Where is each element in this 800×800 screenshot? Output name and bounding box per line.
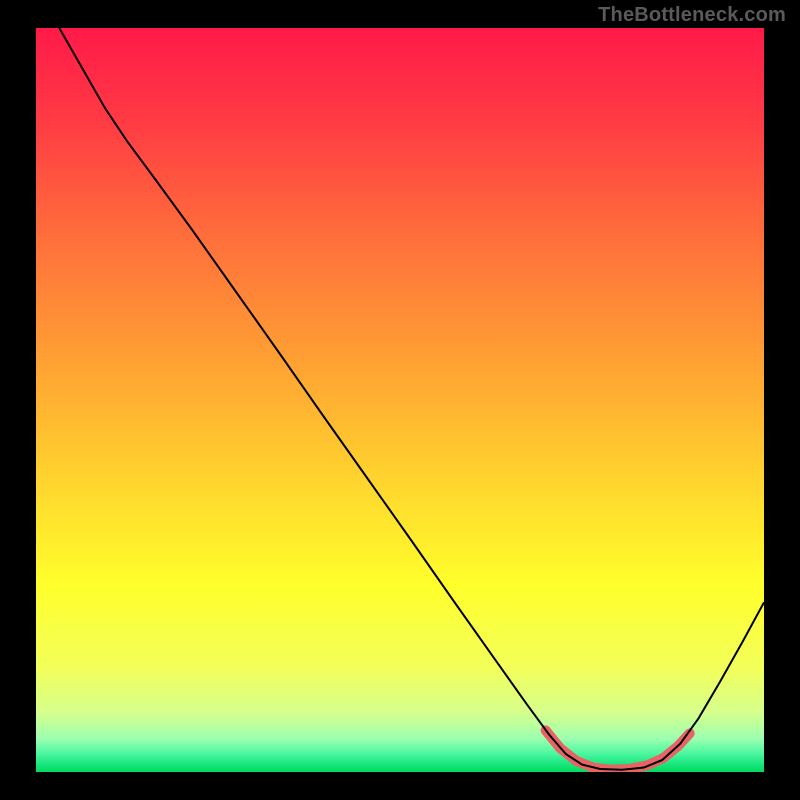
watermark-text: TheBottleneck.com xyxy=(598,4,786,27)
chart-container: TheBottleneck.com xyxy=(0,0,800,800)
gradient-background xyxy=(36,28,764,772)
chart-svg xyxy=(36,28,764,772)
plot-area xyxy=(36,28,764,772)
